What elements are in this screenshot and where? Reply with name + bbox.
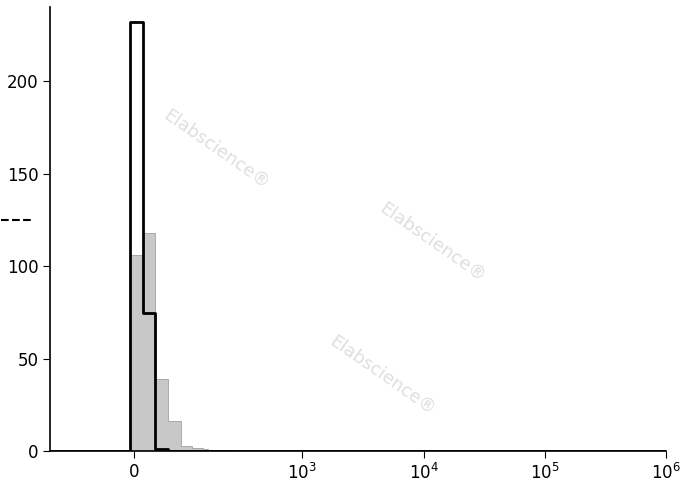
Text: Elabscience®: Elabscience® xyxy=(376,199,488,286)
Text: Elabscience®: Elabscience® xyxy=(327,332,439,419)
Text: Elabscience®: Elabscience® xyxy=(160,106,273,192)
